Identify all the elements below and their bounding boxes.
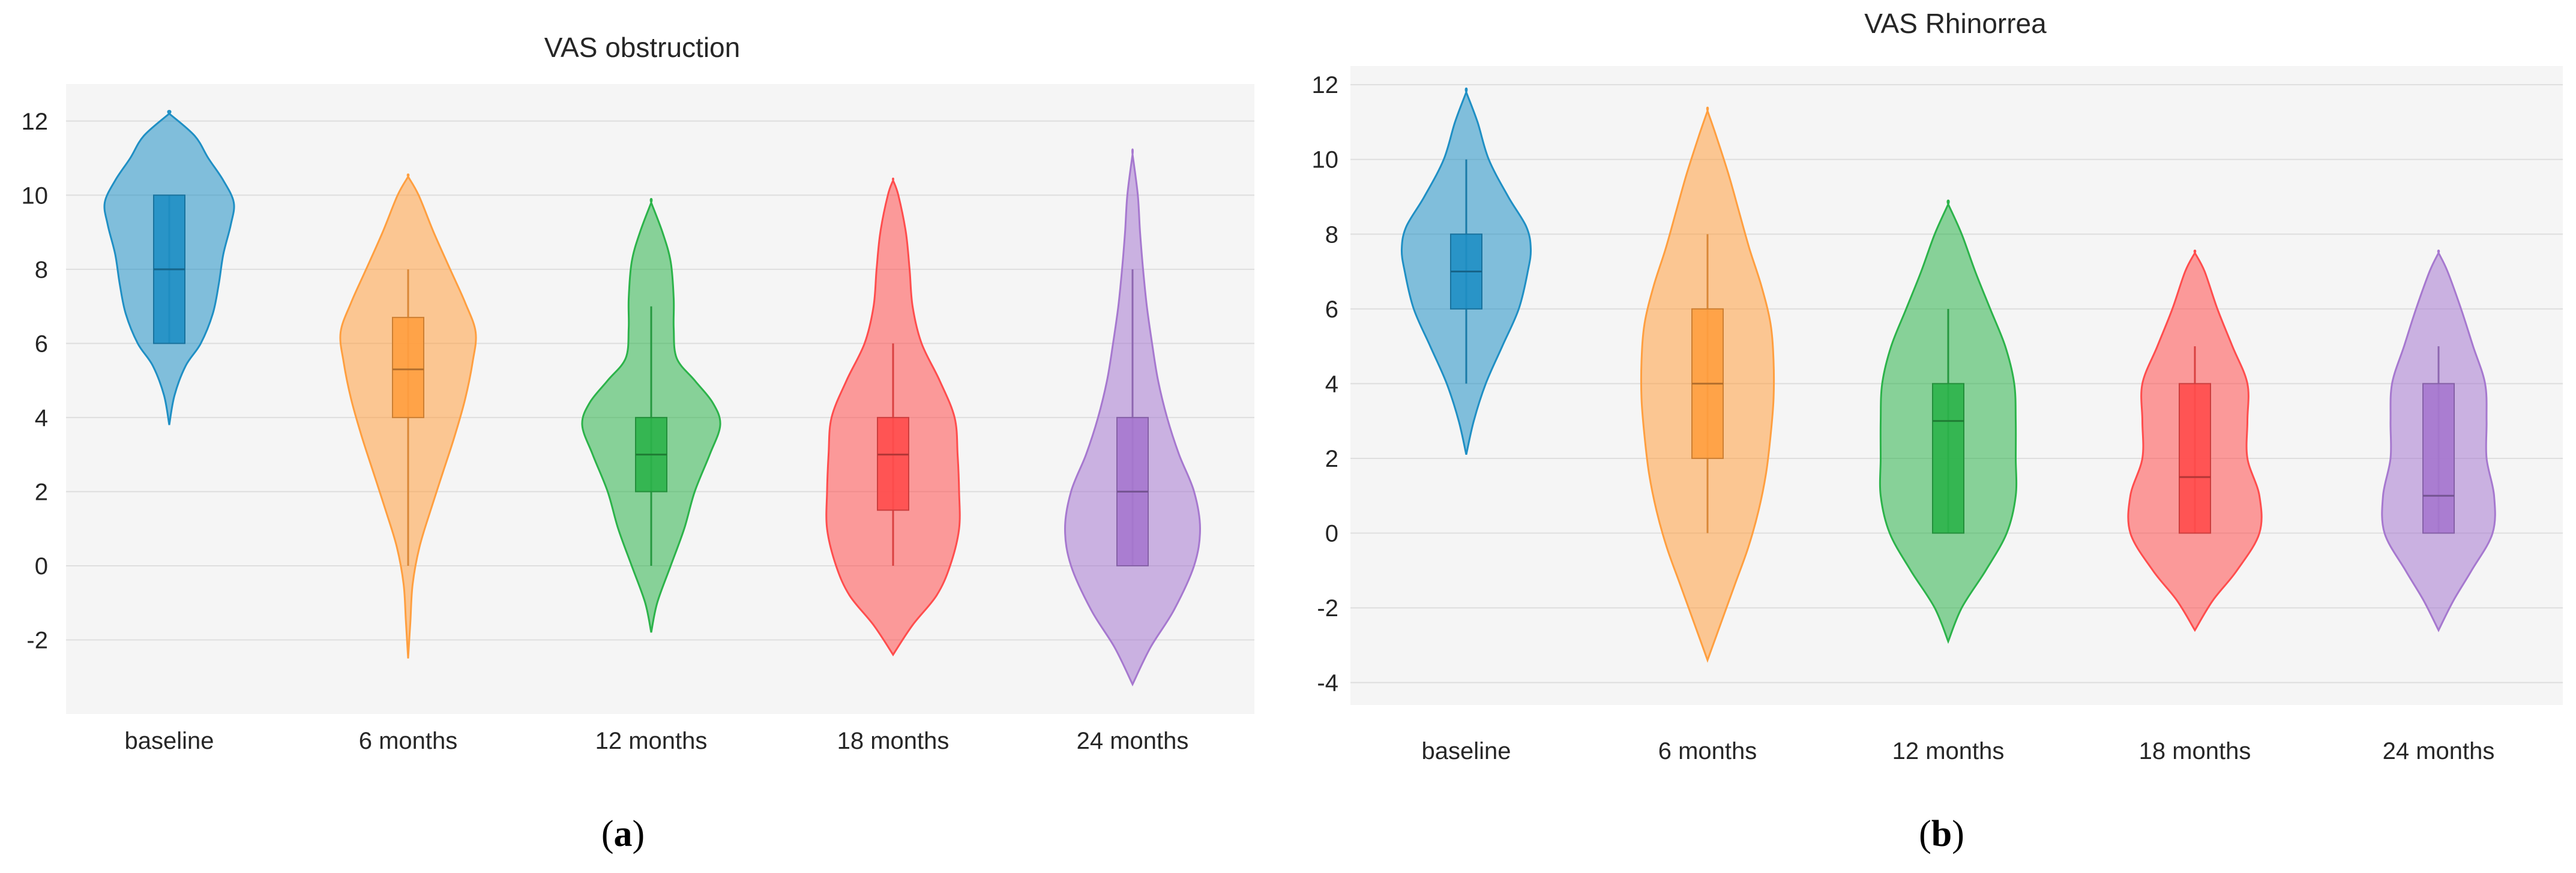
- x-tick-label: 6 months: [359, 728, 458, 754]
- panel-label-letter: b: [1931, 814, 1952, 854]
- chart-title: VAS obstruction: [544, 32, 740, 63]
- chart-title: VAS Rhinorrea: [1864, 8, 2047, 39]
- violin-group: [581, 197, 721, 633]
- x-tick-label: 18 months: [837, 728, 949, 754]
- panel-label-close: ): [633, 814, 645, 854]
- x-tick-label: 12 months: [1892, 738, 2005, 764]
- y-tick-label: 12: [1312, 72, 1339, 98]
- x-tick-label: 18 months: [2139, 738, 2251, 764]
- x-tick-label: baseline: [124, 728, 214, 754]
- x-tick-label: 6 months: [1658, 738, 1757, 764]
- panel-label: (b): [1919, 814, 1964, 854]
- panel-label-letter: a: [614, 814, 633, 854]
- y-tick-label: 8: [35, 257, 48, 283]
- chart-panel-a: VAS obstruction (a) -2 0 2 4 6 8 10 12 baseline 6…: [22, 32, 1254, 854]
- chart-panel-b: VAS Rhinorrea (b) -4 -2 0 2 4 6 8 10 12 baseline 6…: [1312, 8, 2563, 854]
- y-tick-label: 12: [22, 109, 49, 135]
- box-iqr: [2179, 383, 2211, 534]
- violin-group: [1400, 87, 1532, 455]
- panel-label: (a): [601, 814, 645, 854]
- y-tick-label: 0: [1325, 521, 1338, 547]
- box-iqr: [877, 416, 909, 511]
- y-tick-label: -2: [1317, 595, 1338, 622]
- violin-group: [825, 178, 961, 656]
- box-iqr: [2422, 383, 2455, 534]
- y-tick-label: 8: [1325, 221, 1338, 248]
- plot-area: -4 -2 0 2 4 6 8 10 12 baseline 6 months 12 months 18…: [1312, 66, 2563, 764]
- y-tick-label: 4: [1325, 371, 1338, 397]
- y-tick-label: 10: [22, 182, 49, 209]
- panel-label-open: (: [601, 814, 614, 854]
- panel-label-open: (: [1919, 814, 1931, 854]
- y-tick-label: 2: [35, 479, 48, 505]
- y-tick-label: 0: [35, 553, 48, 580]
- y-tick-label: 4: [35, 405, 48, 431]
- x-tick-label: 24 months: [1077, 728, 1189, 754]
- violin-group: [103, 110, 235, 425]
- panel-label-close: ): [1952, 814, 1964, 854]
- y-tick-label: 10: [1312, 147, 1339, 173]
- y-tick-label: -4: [1317, 670, 1338, 697]
- x-tick-label: 24 months: [2383, 738, 2495, 764]
- x-axis: baseline 6 months 12 months 18 months 24 mon…: [124, 728, 1188, 754]
- violin-group: [1640, 106, 1775, 663]
- y-tick-label: 6: [35, 331, 48, 357]
- y-tick-label: -2: [26, 627, 48, 653]
- y-tick-label: 2: [1325, 446, 1338, 472]
- x-tick-label: 12 months: [595, 728, 708, 754]
- violin-group: [1879, 199, 2018, 644]
- x-axis: baseline 6 months 12 months 18 months 24 mon…: [1421, 738, 2494, 764]
- box-iqr: [1932, 383, 1964, 534]
- violin-group: [2127, 250, 2263, 632]
- violin-group: [1064, 148, 1202, 687]
- y-tick-label: 6: [1325, 296, 1338, 323]
- plot-area: -2 0 2 4 6 8 10 12 baseline 6 months 12 months 18 m…: [22, 84, 1254, 754]
- violin-group: [2381, 250, 2496, 632]
- x-tick-label: baseline: [1421, 738, 1511, 764]
- violin-group: [339, 173, 477, 659]
- box-iqr: [392, 317, 424, 418]
